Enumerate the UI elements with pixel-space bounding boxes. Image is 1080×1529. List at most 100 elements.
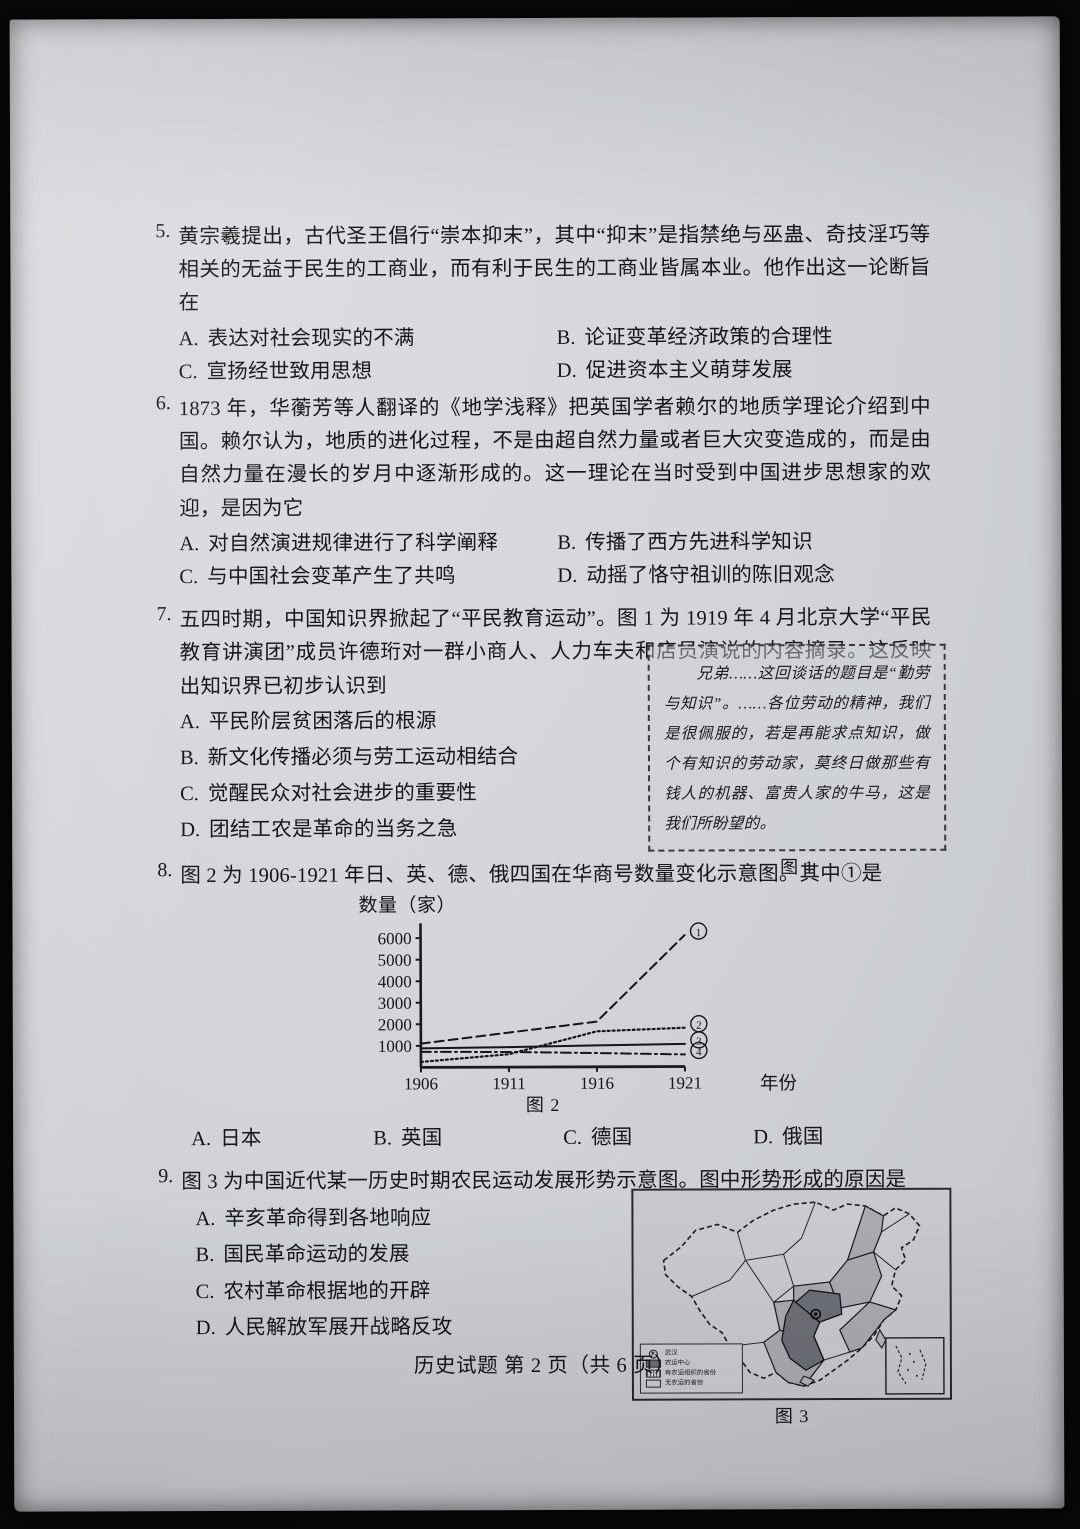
option-label: 对自然演进规律进行了科学阐释: [208, 531, 499, 555]
option-label: 团结工农是革命的当务之急: [209, 818, 458, 842]
options-group: A. 对自然演进规律进行了科学阐释 B. 传播了西方先进科学知识 C. 与中国社…: [179, 526, 931, 595]
figure-1-quote-text: 兄弟……这回谈话的题目是“勤劳与知识”。……各位劳动的精神，我们是很佩服的，若是…: [663, 665, 931, 833]
page-footer: 历史试题 第 2 页（共 6 页）: [413, 1354, 676, 1378]
option-d[interactable]: D. 促进资本主义萌芽发展: [557, 354, 793, 388]
blank-swatch-icon: [645, 1379, 661, 1388]
option-label: 平民阶层贫困落后的根源: [208, 710, 437, 733]
option-tag: D.: [557, 564, 578, 587]
option-c[interactable]: C. 与中国社会变革产生了共鸣: [179, 560, 557, 594]
question-number: 8.: [157, 858, 173, 881]
options-group: A. 表达对社会现实的不满 B. 论证变革经济政策的合理性 C. 宣扬经世致用思…: [179, 320, 931, 389]
option-c[interactable]: C. 觉醒民众对社会进步的重要性: [180, 777, 610, 812]
option-label: 动摇了恪守祖训的陈旧观念: [586, 564, 835, 587]
option-tag: A.: [178, 327, 199, 350]
option-tag: A.: [191, 1127, 212, 1150]
option-label: 与中国社会变革产生了共鸣: [207, 565, 456, 589]
option-b[interactable]: B. 新文化传播必须与劳工运动相结合: [180, 741, 610, 776]
option-d[interactable]: D. 团结工农是革命的当务之急: [180, 813, 610, 848]
option-label: 宣扬经世致用思想: [206, 360, 373, 383]
question-9: 武汉 农运中心 有农运组织的省份: [143, 1164, 952, 1426]
option-c[interactable]: C. 宣扬经世致用思想: [179, 355, 557, 389]
exam-paper-sheet: 5. 黄宗羲提出，古代圣王倡行“崇本抑末”，其中“抑末”是指禁绝与巫蛊、奇技淫巧…: [9, 16, 1065, 1512]
svg-text:1911: 1911: [492, 1074, 525, 1093]
option-a[interactable]: A. 表达对社会现实的不满: [179, 322, 557, 356]
option-tag: D.: [195, 1316, 216, 1339]
option-label: 农村革命根据地的开辟: [223, 1280, 431, 1303]
wuhan-marker: [810, 1308, 822, 1320]
option-label: 传播了西方先进科学知识: [585, 530, 813, 554]
svg-text:3000: 3000: [378, 994, 412, 1013]
option-label: 辛亥革命得到各地响应: [224, 1207, 432, 1231]
option-d[interactable]: D. 人民解放军展开战略反攻: [196, 1311, 596, 1345]
options-group: A. 辛亥革命得到各地响应 B. 国民革命运动的发展 C. 农村革命根据地的开辟…: [195, 1202, 595, 1345]
option-tag: D.: [753, 1126, 774, 1149]
question-stem: 黄宗羲提出，古代圣王倡行“崇本抑末”，其中“抑末”是指禁绝与巫蛊、奇技淫巧等相关…: [178, 223, 931, 315]
figure-1: 兄弟……这回谈话的题目是“勤劳与知识”。……各位劳动的精神，我们是很佩服的，若是…: [647, 643, 947, 877]
option-a[interactable]: A. 平民阶层贫困落后的根源: [180, 705, 610, 740]
option-b[interactable]: B. 英国: [373, 1122, 563, 1156]
option-label: 日本: [220, 1127, 262, 1150]
svg-text:1000: 1000: [378, 1037, 412, 1056]
option-tag: D.: [556, 359, 577, 382]
question-7: 兄弟……这回谈话的题目是“勤劳与知识”。……各位劳动的精神，我们是很佩服的，若是…: [141, 602, 947, 877]
question-number: 9.: [158, 1165, 174, 1188]
figure-3-caption: 图 3: [774, 1406, 810, 1427]
svg-text:6000: 6000: [378, 929, 412, 948]
svg-text:2: 2: [696, 1020, 702, 1032]
option-label: 新文化传播必须与劳工运动相结合: [207, 746, 519, 770]
question-5: 5. 黄宗羲提出，古代圣王倡行“崇本抑末”，其中“抑末”是指禁绝与巫蛊、奇技淫巧…: [140, 219, 931, 389]
option-b[interactable]: B. 传播了西方先进科学知识: [557, 526, 813, 560]
option-tag: A.: [179, 710, 200, 733]
svg-text:4000: 4000: [378, 972, 412, 991]
option-label: 德国: [590, 1126, 633, 1149]
svg-text:1: 1: [696, 927, 702, 939]
figure-3: 武汉 农运中心 有农运组织的省份: [631, 1187, 952, 1427]
question-stem: 图 2 为 1906-1921 年日、英、德、俄四国在华商号数量变化示意图。其中…: [180, 862, 883, 887]
svg-text:5000: 5000: [378, 951, 412, 970]
figure-1-quote-box: 兄弟……这回谈话的题目是“勤劳与知识”。……各位劳动的精神，我们是很佩服的，若是…: [647, 643, 947, 852]
china-peasant-movement-map: 武汉 农运中心 有农运组织的省份: [631, 1187, 952, 1401]
figure-2-chart: 数量（家） 1000 2000 3000 4000 5000 6000 1906 1911 1…: [352, 895, 797, 1115]
options-group: A. 日本 B. 英国 C. 德国 D. 俄国: [191, 1121, 933, 1157]
line-chart-svg: 1000 2000 3000 4000 5000 6000 1906 1911 1916 192…: [378, 922, 708, 1093]
option-tag: B.: [557, 531, 577, 554]
svg-text:1906: 1906: [404, 1074, 438, 1093]
option-a[interactable]: A. 辛亥革命得到各地响应: [195, 1202, 595, 1236]
option-label: 觉醒民众对社会进步的重要性: [207, 782, 478, 806]
exam-content: 5. 黄宗羲提出，古代圣王倡行“崇本抑末”，其中“抑末”是指禁绝与巫蛊、奇技淫巧…: [140, 219, 952, 1426]
svg-text:1921: 1921: [668, 1073, 702, 1092]
question-number: 5.: [155, 220, 171, 243]
option-label: 促进资本主义萌芽发展: [585, 359, 793, 382]
option-d[interactable]: D. 俄国: [753, 1121, 823, 1154]
question-number: 6.: [155, 392, 171, 415]
chart-plot-area: 1000 2000 3000 4000 5000 6000 1906 1911 1916 192…: [352, 916, 797, 1095]
question-number: 7.: [156, 603, 172, 626]
option-tag: C.: [179, 566, 199, 589]
option-tag: C.: [180, 783, 199, 806]
option-b[interactable]: B. 论证变革经济政策的合理性: [557, 321, 833, 355]
option-c[interactable]: C. 德国: [563, 1121, 753, 1155]
svg-text:2000: 2000: [378, 1015, 412, 1034]
option-tag: A.: [179, 532, 200, 555]
svg-text:1916: 1916: [580, 1074, 614, 1093]
option-label: 人民解放军展开战略反攻: [224, 1316, 453, 1339]
option-a[interactable]: A. 日本: [191, 1122, 373, 1156]
question-8: 8. 图 2 为 1906-1921 年日、英、德、俄四国在华商号数量变化示意图…: [142, 857, 933, 1156]
chart-y-axis-title: 数量（家）: [358, 895, 456, 917]
option-c[interactable]: C. 农村革命根据地的开辟: [196, 1274, 596, 1308]
option-label: 俄国: [782, 1125, 824, 1149]
question-stem: 1873 年，华蘅芳等人翻译的《地学浅释》把英国学者赖尔的地质学理论介绍到中国。…: [178, 395, 932, 520]
option-label: 表达对社会现实的不满: [207, 326, 415, 350]
option-label: 英国: [400, 1127, 443, 1150]
option-label: 国民革命运动的发展: [223, 1243, 410, 1267]
svg-text:4: 4: [696, 1046, 702, 1058]
option-b[interactable]: B. 国民革命运动的发展: [195, 1238, 595, 1272]
option-label: 论证变革经济政策的合理性: [584, 325, 833, 349]
option-tag: B.: [373, 1127, 393, 1150]
option-a[interactable]: A. 对自然演进规律进行了科学阐释: [179, 527, 557, 561]
option-d[interactable]: D. 动摇了恪守祖训的陈旧观念: [557, 559, 834, 593]
option-tag: B.: [556, 326, 576, 349]
option-tag: B.: [195, 1244, 215, 1267]
option-tag: C.: [195, 1280, 215, 1303]
